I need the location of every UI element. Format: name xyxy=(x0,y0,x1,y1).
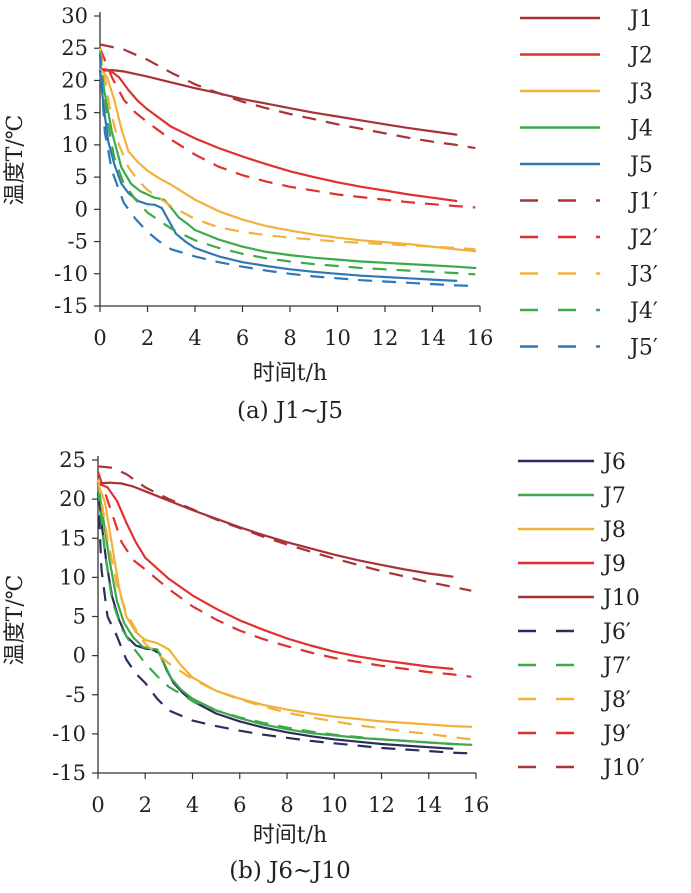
chart-b-series-line-2 xyxy=(96,482,473,746)
chart-b-legend-label-4: J9 xyxy=(601,552,626,577)
chart-a-y-tick-label: 25 xyxy=(61,36,88,60)
chart-a-x-tick-label: 2 xyxy=(141,326,154,350)
chart-a-x-tick-label: 14 xyxy=(419,326,446,350)
chart-a-legend-label-7: J2′ xyxy=(628,226,658,251)
chart-a-x-tick-label: 4 xyxy=(188,326,201,350)
chart-a-legend-label-2: J2 xyxy=(628,44,653,69)
chart-a-legend-label-1: J1 xyxy=(628,7,653,32)
chart-a-legend-label-4: J4 xyxy=(628,117,653,142)
chart-b-legend-label-8: J8′ xyxy=(601,688,631,713)
chart-b-legend-label-10: J10′ xyxy=(601,756,645,781)
chart-a-caption: (a) J1~J5 xyxy=(237,398,343,424)
chart-b-x-tick-label: 10 xyxy=(321,793,348,817)
chart-a-y-tick-label: -15 xyxy=(54,294,88,318)
chart-b-series-line-8 xyxy=(96,479,472,741)
chart-b-y-tick-label: 20 xyxy=(59,487,86,511)
chart-b-y-axis-title: 温度T/℃ xyxy=(3,575,28,666)
chart-b-series-line-1 xyxy=(96,482,454,750)
chart-b-x-tick-label: 8 xyxy=(280,793,293,817)
chart-a-x-tick-label: 6 xyxy=(236,326,249,350)
chart-b-x-tick-label: 6 xyxy=(233,793,246,817)
chart-b-series-line-4 xyxy=(96,482,454,670)
chart-a-y-tick-label: 0 xyxy=(75,197,88,221)
chart-b-series-line-5 xyxy=(96,481,454,578)
chart-a-series-line-5 xyxy=(98,69,458,282)
chart-b-x-axis-title: 时间t/h xyxy=(253,823,327,848)
chart-a-series-line-3 xyxy=(98,67,477,253)
chart-a-x-tick-label: 0 xyxy=(93,326,106,350)
chart-b-series-line-7 xyxy=(96,487,472,746)
chart-b-series-line-10 xyxy=(97,465,472,592)
chart-a-series-line-9 xyxy=(98,51,476,276)
chart-b-y-tick-label: 15 xyxy=(59,526,86,550)
chart-a-legend-label-8: J3′ xyxy=(628,263,658,288)
chart-a-y-tick-label: 5 xyxy=(75,165,88,189)
chart-panel-b: 25 20 15 10 5 0 -5 -10 -15 0 2 4 6 8 10 12 14 16 时间t/h 温度T/… xyxy=(0,440,691,893)
chart-a-y-tick-label: -10 xyxy=(54,262,88,286)
chart-b-y-tick-label: 25 xyxy=(59,448,86,472)
chart-b-legend-label-9: J9′ xyxy=(601,722,631,747)
chart-b-y-tick-label: -5 xyxy=(66,683,86,707)
chart-a-x-tick-label: 8 xyxy=(283,326,296,350)
chart-a-y-tick-label: -5 xyxy=(68,230,88,254)
chart-a-legend-label-3: J3 xyxy=(628,80,653,105)
chart-b-legend-label-5: J10 xyxy=(601,586,640,611)
chart-a-x-tick-label: 16 xyxy=(467,326,494,350)
chart-b-legend-label-7: J7′ xyxy=(601,654,631,679)
chart-b-y-tick-label: 0 xyxy=(73,644,86,668)
chart-a-legend-label-5: J5 xyxy=(628,153,653,178)
chart-b-y-tick-label: -15 xyxy=(52,761,86,785)
chart-a-series-line-7 xyxy=(98,47,476,209)
chart-b-legend-label-6: J6′ xyxy=(601,620,631,645)
chart-a-legend-label-9: J4′ xyxy=(628,299,658,324)
chart-b-series-line-9 xyxy=(96,471,472,678)
chart-a-x-tick-label: 10 xyxy=(324,326,351,350)
chart-b-y-tick-label: 10 xyxy=(59,565,86,589)
chart-b-x-tick-label: 16 xyxy=(463,793,490,817)
chart-panel-a: 30 25 20 15 10 5 0 -5 -10 -15 0 2 4 6 8 10 12 14 16 时间t/h 温度… xyxy=(0,0,691,440)
chart-b-x-tick-label: 12 xyxy=(368,793,395,817)
chart-a-series-line-2 xyxy=(98,67,458,203)
chart-b-legend-label-2: J7 xyxy=(601,484,626,509)
chart-b-series-line-3 xyxy=(96,482,473,728)
chart-a-series-line-10 xyxy=(98,54,476,288)
chart-b-x-tick-label: 4 xyxy=(186,793,199,817)
chart-b-x-tick-label: 0 xyxy=(91,793,104,817)
chart-b-x-tick-label: 14 xyxy=(415,793,442,817)
chart-b-series-line-6 xyxy=(96,491,472,755)
chart-a-y-tick-label: 10 xyxy=(61,133,88,157)
chart-b-caption: (b) J6~J10 xyxy=(229,858,351,884)
chart-b-x-tick-label: 2 xyxy=(139,793,152,817)
chart-a-series-line-8 xyxy=(98,48,476,251)
chart-b-legend-label-1: J6 xyxy=(601,450,626,475)
chart-a-legend-label-10: J5′ xyxy=(628,336,658,361)
chart-a-y-axis-title: 温度T/℃ xyxy=(3,115,28,206)
chart-b-legend-label-3: J8 xyxy=(601,518,626,543)
chart-a-series-line-4 xyxy=(98,69,477,270)
chart-a-x-tick-label: 12 xyxy=(372,326,399,350)
chart-a-series-line-6 xyxy=(99,43,476,150)
chart-a-series-line-1 xyxy=(98,69,458,136)
chart-a-y-tick-label: 15 xyxy=(61,101,88,125)
chart-a-legend-label-6: J1′ xyxy=(628,190,658,215)
chart-a-x-axis-title: 时间t/h xyxy=(253,361,327,386)
chart-b-y-tick-label: 5 xyxy=(73,605,86,629)
chart-a-y-tick-label: 30 xyxy=(61,4,88,28)
chart-a-y-tick-label: 20 xyxy=(61,68,88,92)
chart-b-y-tick-label: -10 xyxy=(52,722,86,746)
